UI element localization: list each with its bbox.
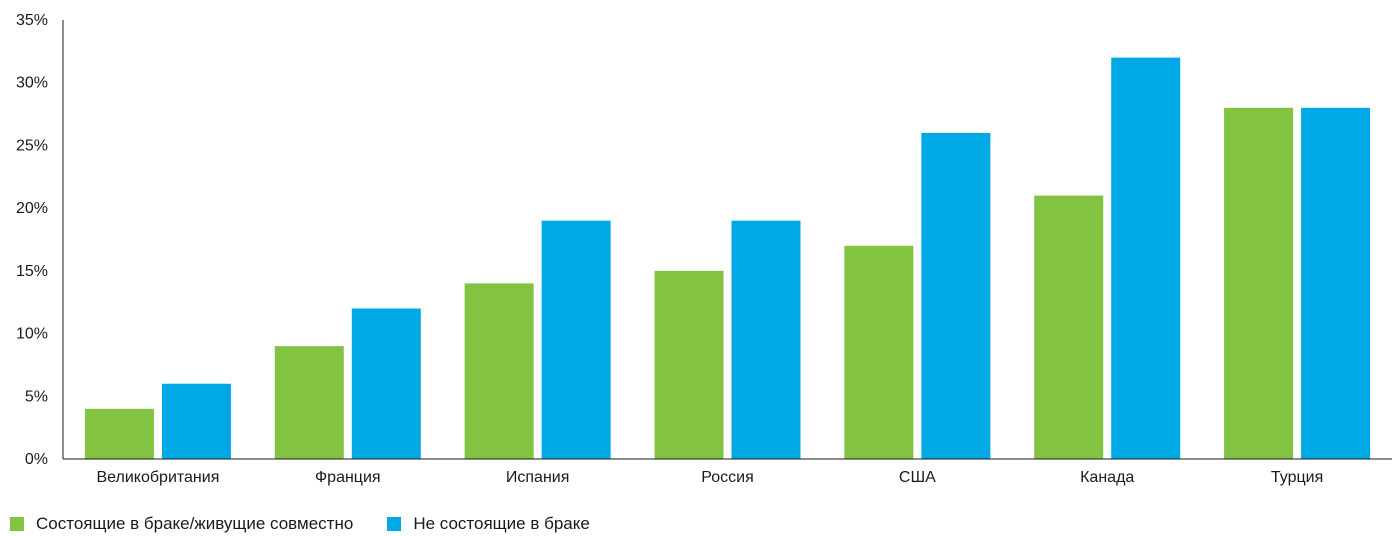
y-tick-label: 5% bbox=[25, 388, 48, 405]
y-tick-label: 20% bbox=[16, 200, 48, 217]
legend-swatch-married bbox=[10, 517, 24, 531]
x-category-label: Канада bbox=[1080, 469, 1134, 486]
legend-item-married: Состоящие в браке/живущие совместно bbox=[10, 514, 353, 534]
bars bbox=[84, 57, 1371, 460]
y-tick-label: 15% bbox=[16, 263, 48, 280]
x-category-label: Великобритания bbox=[96, 469, 219, 486]
legend-label-unmarried: Не состоящие в браке bbox=[413, 514, 590, 533]
y-tick-label: 25% bbox=[16, 137, 48, 154]
bar-married bbox=[274, 346, 344, 459]
legend-label-married: Состоящие в браке/живущие совместно bbox=[36, 514, 354, 533]
y-tick-label: 35% bbox=[16, 12, 48, 29]
legend-swatch-unmarried bbox=[387, 517, 402, 531]
bar-unmarried bbox=[921, 132, 991, 459]
x-axis-labels: Великобритания Франция Испания Россия США Кан… bbox=[96, 469, 1323, 486]
bar-chart: 0% 5% 10% 15% 20% 25% 30% 35% Великобритания Фра… bbox=[16, 12, 1392, 486]
bar-unmarried bbox=[161, 383, 231, 459]
bar-married bbox=[464, 283, 534, 459]
legend: Состоящие в браке/живущие совместно Не с… bbox=[10, 514, 624, 534]
x-category-label: Россия bbox=[701, 469, 753, 486]
legend-item-unmarried: Не состоящие в браке bbox=[387, 514, 590, 534]
x-category-label: Франция bbox=[315, 469, 381, 486]
bar-unmarried bbox=[1111, 57, 1181, 459]
bar-unmarried bbox=[541, 220, 611, 459]
bar-married bbox=[1224, 107, 1294, 460]
bar-unmarried bbox=[731, 220, 801, 459]
x-category-label: Испания bbox=[506, 469, 570, 486]
y-axis-ticks: 0% 5% 10% 15% 20% 25% 30% 35% bbox=[16, 12, 48, 468]
bar-unmarried bbox=[351, 308, 421, 459]
bar-married bbox=[1034, 195, 1104, 459]
y-tick-label: 10% bbox=[16, 326, 48, 343]
x-category-label: Турция bbox=[1271, 469, 1323, 486]
bar-unmarried bbox=[1301, 107, 1371, 460]
y-tick-label: 0% bbox=[25, 451, 48, 468]
x-category-label: США bbox=[899, 469, 936, 486]
bar-married bbox=[844, 245, 914, 459]
y-tick-label: 30% bbox=[16, 75, 48, 92]
bar-married bbox=[654, 270, 724, 459]
bar-married bbox=[84, 408, 154, 459]
